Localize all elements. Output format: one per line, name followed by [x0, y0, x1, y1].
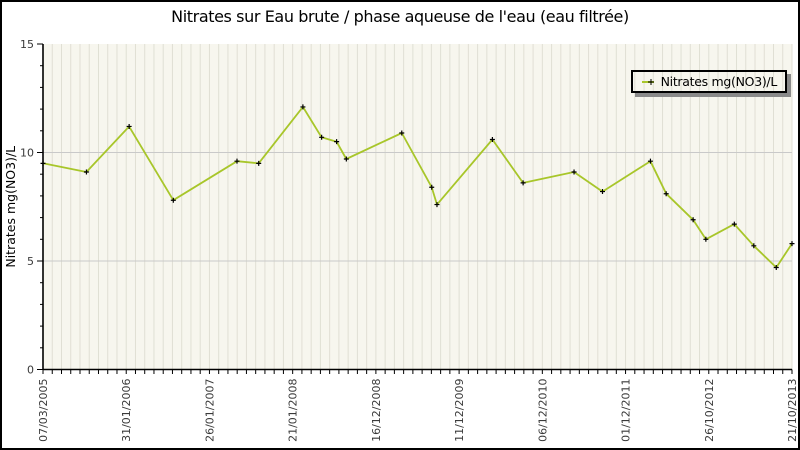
- x-tick-label: 07/03/2005: [37, 379, 50, 442]
- data-point-marker: [343, 156, 349, 162]
- x-tick-label: 31/01/2006: [120, 379, 133, 442]
- data-point-marker: [170, 197, 176, 203]
- data-point-marker: [234, 158, 240, 164]
- data-point-marker: [319, 134, 325, 140]
- data-point-marker: [751, 243, 757, 249]
- x-tick-label: 06/12/2010: [536, 379, 549, 442]
- data-point-marker: [773, 265, 779, 271]
- data-point-marker: [663, 191, 669, 197]
- legend-plus-marker: [648, 78, 654, 85]
- legend: Nitrates mg(NO3)/L: [631, 70, 787, 93]
- data-point-marker: [334, 139, 340, 145]
- data-point-marker: [647, 158, 653, 164]
- data-point-marker: [520, 180, 526, 186]
- data-point-marker: [256, 160, 262, 166]
- plot-background: [43, 44, 792, 370]
- x-tick-label: 21/01/2008: [287, 379, 300, 442]
- data-point-marker: [126, 123, 132, 129]
- x-tick-label: 26/10/2012: [703, 379, 716, 442]
- data-point-marker: [300, 104, 306, 110]
- y-tick-label: 15: [20, 38, 34, 51]
- chart-title: Nitrates sur Eau brute / phase aqueuse d…: [171, 7, 629, 26]
- data-point-marker: [434, 202, 440, 208]
- data-point-marker: [83, 169, 89, 175]
- data-point-marker: [731, 221, 737, 227]
- data-point-marker: [789, 241, 795, 247]
- data-point-marker: [40, 160, 46, 166]
- x-tick-label: 26/01/2007: [203, 379, 216, 442]
- x-tick-label: 01/12/2011: [620, 379, 633, 442]
- data-point-marker: [600, 189, 606, 195]
- data-point-marker: [703, 236, 709, 242]
- data-point-marker: [571, 169, 577, 175]
- data-point-marker: [399, 130, 405, 136]
- x-tick-label: 16/12/2008: [370, 379, 383, 442]
- y-tick-label: 0: [27, 364, 34, 377]
- legend-label: Nitrates mg(NO3)/L: [660, 74, 778, 89]
- x-tick-label: 11/12/2009: [453, 378, 466, 441]
- y-axis-title: Nitrates mg(NO3)/L: [3, 146, 18, 268]
- data-point-marker: [429, 184, 435, 190]
- x-tick-label: 21/10/2013: [786, 379, 799, 442]
- legend-line-marker-icon: [642, 78, 654, 85]
- data-point-marker: [489, 136, 495, 142]
- data-point-marker: [690, 217, 696, 223]
- y-tick-label: 5: [27, 255, 34, 268]
- y-tick-label: 10: [20, 147, 34, 160]
